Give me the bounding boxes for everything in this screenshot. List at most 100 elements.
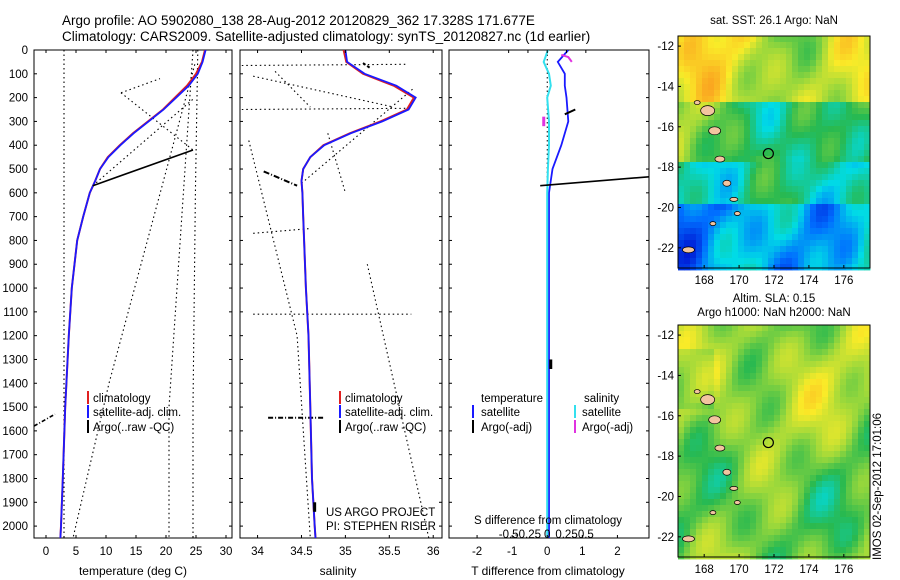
sst-map-cell xyxy=(732,60,739,67)
sla-map-cell xyxy=(702,493,709,500)
sla-map-cell xyxy=(840,409,847,416)
sst-map-cell xyxy=(810,78,817,85)
sla-map-cell xyxy=(822,385,829,392)
sla-map-cell xyxy=(774,415,781,422)
sla-map-cell xyxy=(732,421,739,428)
sla-map-cell xyxy=(744,421,751,428)
sst-map-cell xyxy=(726,198,733,205)
temperature-argo-qc-line xyxy=(34,413,56,427)
sst-map-cell xyxy=(846,162,853,169)
sla-map-cell xyxy=(780,481,787,488)
sla-map-cell xyxy=(696,433,703,440)
sla-map-cell xyxy=(822,553,829,560)
sla-map-cell xyxy=(792,529,799,536)
sla-map-cell xyxy=(786,403,793,410)
sst-map-cell xyxy=(708,258,715,265)
sla-map-cell xyxy=(828,463,835,470)
sla-map-cell xyxy=(804,367,811,374)
sla-map-cell xyxy=(846,517,853,524)
sst-map-cell xyxy=(792,168,799,175)
sla-map-cell xyxy=(726,445,733,452)
sla-map-island xyxy=(714,444,726,452)
sla-map-cell xyxy=(678,433,685,440)
sla-map-cell xyxy=(702,553,709,560)
sla-map-cell xyxy=(852,541,859,548)
sst-map-cell xyxy=(678,36,685,43)
sst-map-cell xyxy=(804,102,811,109)
sst-map-cell xyxy=(792,252,799,259)
sla-map-cell xyxy=(852,463,859,470)
sla-map-cell xyxy=(840,481,847,488)
sla-map-cell xyxy=(756,457,763,464)
sst-map-cell xyxy=(744,66,751,73)
sst-map-cell xyxy=(834,252,841,259)
sst-map-cell xyxy=(702,114,709,121)
sst-map-cell xyxy=(858,60,865,67)
sla-map-cell xyxy=(852,331,859,338)
sla-map-cell xyxy=(816,505,823,512)
sst-map-cell xyxy=(858,174,865,181)
sla-map-cell xyxy=(774,541,781,548)
sla-map-cell xyxy=(858,397,865,404)
sla-map-cell xyxy=(684,409,691,416)
sst-map-cell xyxy=(738,78,745,85)
sla-map-cell xyxy=(768,343,775,350)
credit-line-1: US ARGO PROJECT xyxy=(326,507,435,519)
sla-map-cell xyxy=(750,415,757,422)
sst-map-cell xyxy=(684,72,691,79)
sst-map-cell xyxy=(852,114,859,121)
sst-map-cell xyxy=(774,42,781,49)
credit-line-2: PI: STEPHEN RISER xyxy=(326,521,436,533)
sla-map-cell xyxy=(756,469,763,476)
sst-map-cell xyxy=(696,258,703,265)
sst-map-cell xyxy=(774,90,781,97)
sst-map-cell xyxy=(840,66,847,73)
sla-map-cell xyxy=(690,403,697,410)
sst-map-cell xyxy=(834,96,841,103)
difference-t-tick-label: 0 xyxy=(544,546,550,558)
sst-map-cell xyxy=(846,132,853,139)
sla-map-cell xyxy=(768,361,775,368)
sla-map-cell xyxy=(732,355,739,362)
sst-map-cell xyxy=(804,240,811,247)
sst-map-cell xyxy=(774,108,781,115)
sla-map-cell xyxy=(774,445,781,452)
sst-map-cell xyxy=(690,60,697,67)
sst-map-cell xyxy=(840,36,847,43)
sst-map-cell xyxy=(858,156,865,163)
sst-map-cell xyxy=(762,90,769,97)
sst-map-cell xyxy=(846,72,853,79)
sla-map-cell xyxy=(852,397,859,404)
sla-map-cell xyxy=(750,325,757,332)
sla-map-cell xyxy=(852,517,859,524)
sla-map-cell xyxy=(726,427,733,434)
sla-map-cell xyxy=(738,439,745,446)
sst-map-cell xyxy=(858,108,865,115)
sst-map-cell xyxy=(834,258,841,265)
sla-map-cell xyxy=(708,409,715,416)
sst-map-cell xyxy=(786,90,793,97)
sst-map-cell xyxy=(864,264,871,271)
sla-map-cell xyxy=(852,487,859,494)
sla-map-cell xyxy=(852,391,859,398)
sla-map-cell xyxy=(798,487,805,494)
sst-map-cell xyxy=(786,78,793,85)
sst-map-cell xyxy=(834,240,841,247)
sla-map-cell xyxy=(798,349,805,356)
sst-map-cell xyxy=(714,204,721,211)
sst-map-cell xyxy=(720,90,727,97)
sla-map-cell xyxy=(804,445,811,452)
sst-map-cell xyxy=(774,264,781,271)
sst-map-cell xyxy=(804,186,811,193)
sst-map-cell xyxy=(756,78,763,85)
sla-map-cell xyxy=(762,475,769,482)
sla-map-cell xyxy=(714,493,721,500)
sst-map-cell xyxy=(678,78,685,85)
sla-map-cell xyxy=(852,511,859,518)
sla-map-cell xyxy=(708,517,715,524)
sla-map-cell xyxy=(774,553,781,560)
sst-map-cell xyxy=(804,96,811,103)
sla-map-cell xyxy=(732,475,739,482)
sst-map-cell xyxy=(726,222,733,229)
sst-map-cell xyxy=(702,246,709,253)
